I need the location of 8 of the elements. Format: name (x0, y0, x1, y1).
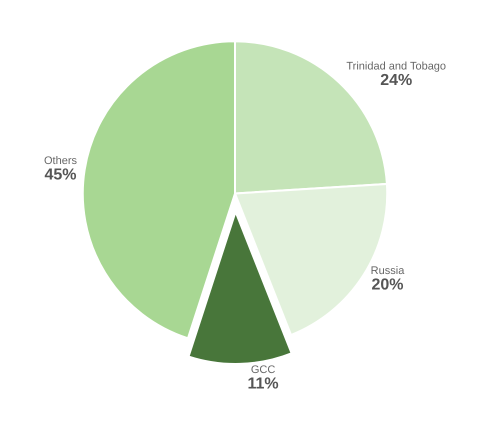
slice-label: Russia (370, 264, 406, 277)
data-label: 24% (380, 72, 412, 90)
slice-label: Others (44, 155, 78, 168)
data-label: 11% (248, 376, 279, 392)
data-label: 20% (371, 276, 404, 294)
slice-label: GCC (250, 364, 276, 376)
slice-label: Trinidad and Tobago (346, 60, 446, 73)
data-label: 45% (44, 166, 77, 184)
